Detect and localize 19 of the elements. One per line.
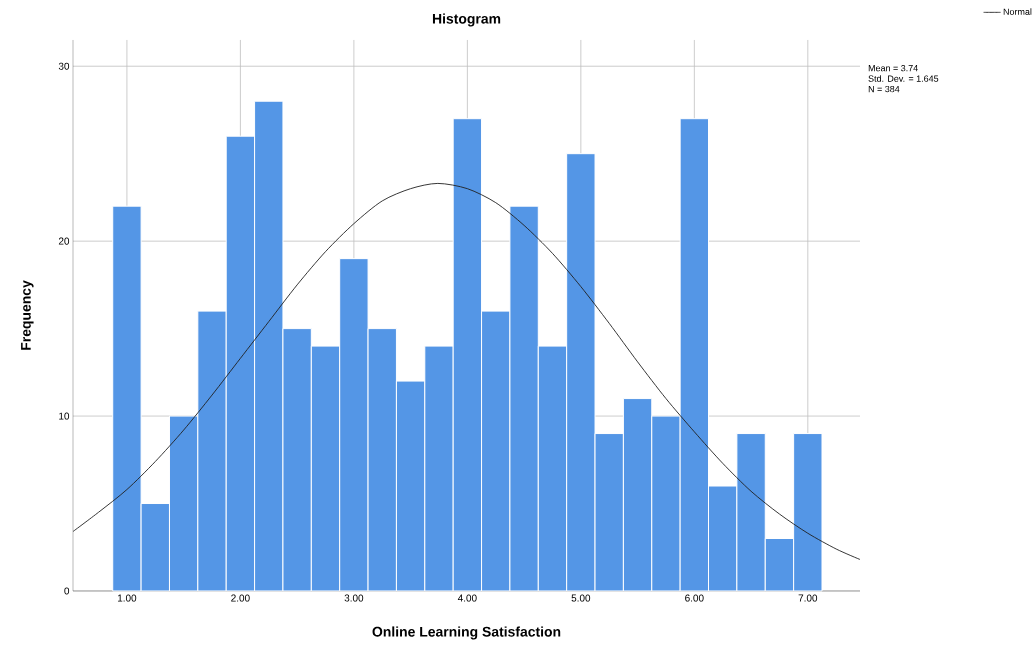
text: Mean = 3.74 [868,64,918,72]
y-tick-label: 10 [59,412,70,420]
y-tick-label: 0 [64,587,70,595]
x-tick-label: 6.00 [685,594,704,602]
text: Std. Dev. = 1.645 [868,75,939,82]
text: N = 384 [868,85,900,93]
x-tick-label: 1.00 [117,594,137,602]
x-tick-label: 5.00 [571,594,591,602]
x-tick-label: 7.00 [798,594,818,602]
y-tick-label: 20 [58,237,70,245]
chart-title: Histogram [432,13,501,27]
x-tick-label: 2.00 [231,594,250,602]
y-tick-label: 30 [58,62,70,70]
x-axis-title: Online Learning Satisfaction [372,626,561,640]
x-tick-label: 3.00 [344,594,364,602]
y-axis-title: Frequency [21,280,34,350]
line-series [72,182,861,560]
legend-label: Normal [1003,8,1032,15]
x-tick-label: 4.00 [457,594,477,602]
